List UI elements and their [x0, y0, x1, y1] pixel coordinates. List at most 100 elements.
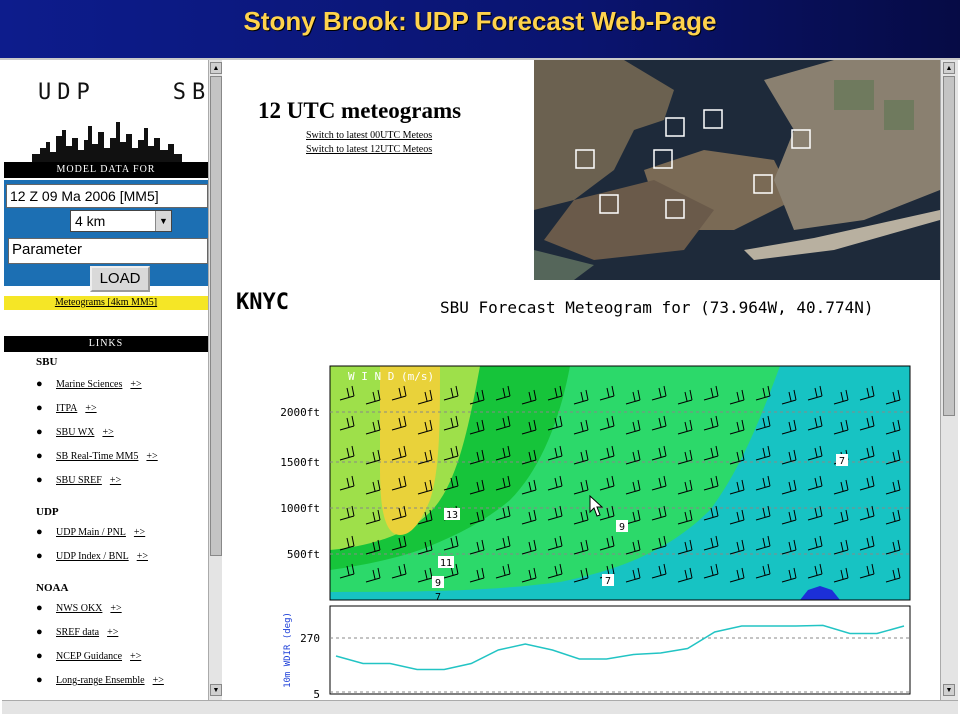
wind-barb	[677, 479, 693, 495]
wind-barb	[807, 563, 823, 579]
wind-barb	[443, 535, 459, 551]
wind-barb	[755, 563, 771, 579]
left-frame-hscrollbar[interactable]	[2, 700, 222, 714]
scroll-down-icon[interactable]: ▼	[210, 684, 222, 696]
wind-barb	[651, 415, 667, 431]
wind-barb	[391, 505, 407, 521]
wind-barb	[469, 509, 485, 525]
wind-barb	[833, 389, 849, 405]
wind-barb	[625, 389, 641, 405]
wind-barb	[625, 479, 641, 495]
scroll-up-icon[interactable]: ▲	[943, 62, 955, 74]
link-sbu-sref[interactable]: ● SBU SREF +>	[36, 474, 122, 486]
link-ncep-guidance[interactable]: ● NCEP Guidance +>	[36, 650, 142, 662]
wind-barb	[495, 563, 511, 579]
link-udp-main[interactable]: ● UDP Main / PNL +>	[36, 526, 146, 538]
wind-barb	[625, 449, 641, 465]
slide-title: Stony Brook: UDP Forecast Web-Page	[243, 6, 717, 36]
wind-barb	[677, 389, 693, 405]
wind-barb	[885, 449, 901, 465]
wind-barb	[885, 479, 901, 495]
wind-barb	[807, 415, 823, 431]
wind-barb	[625, 509, 641, 525]
wind-barb	[391, 445, 407, 461]
wind-barb	[573, 509, 589, 525]
wind-barb	[365, 509, 381, 525]
wind-barb	[443, 475, 459, 491]
wind-barb	[443, 445, 459, 461]
wind-barb	[573, 539, 589, 555]
link-itpa[interactable]: ● ITPA +>	[36, 402, 97, 414]
y-tick-1000ft: 1000ft	[280, 502, 320, 515]
wind-barb	[547, 445, 563, 461]
scroll-down-icon[interactable]: ▼	[943, 684, 955, 696]
switch-00utc-link[interactable]: Switch to latest 00UTC Meteos	[306, 130, 433, 141]
meteograms-link[interactable]: Meteograms [4km MM5]	[4, 296, 208, 310]
wind-barb	[677, 509, 693, 525]
wind-barb	[651, 445, 667, 461]
wind-barb	[781, 567, 797, 583]
wind-barb	[833, 419, 849, 435]
wind-barb	[495, 535, 511, 551]
wind-barb	[365, 449, 381, 465]
load-button[interactable]: LOAD	[90, 266, 150, 292]
wind-barb	[599, 445, 615, 461]
wind-barb	[573, 389, 589, 405]
resolution-select[interactable]: 4 km ▼	[70, 210, 172, 232]
model-run-field[interactable]: 12 Z 09 Ma 2006 [MM5]	[6, 184, 208, 208]
wind-barb	[417, 509, 433, 525]
chevron-down-icon[interactable]: ▼	[155, 211, 171, 231]
wind-barb	[573, 479, 589, 495]
wind-barb	[677, 449, 693, 465]
wdir-tick-5: 5	[313, 688, 320, 700]
wind-barb	[339, 475, 355, 491]
wind-barb	[495, 505, 511, 521]
wind-barb	[469, 419, 485, 435]
wind-barb	[547, 475, 563, 491]
wind-barb	[521, 509, 537, 525]
satellite-map[interactable]	[534, 60, 940, 280]
switch-12utc-link[interactable]: Switch to latest 12UTC Meteos	[306, 144, 433, 155]
wind-barb	[703, 505, 719, 521]
link-nws-okx[interactable]: ● NWS OKX +>	[36, 602, 122, 614]
wind-barb	[547, 505, 563, 521]
wind-barb	[703, 535, 719, 551]
link-sb-realtime-mm5[interactable]: ● SB Real-Time MM5 +>	[36, 450, 158, 462]
main-frame-hscrollbar[interactable]	[222, 700, 958, 714]
wind-barb	[521, 449, 537, 465]
wind-barb	[859, 385, 875, 401]
left-frame-scrollbar[interactable]: ▲ ▼	[208, 60, 222, 700]
wind-barb	[339, 385, 355, 401]
scroll-up-icon[interactable]: ▲	[210, 62, 222, 74]
link-sref-data[interactable]: ● SREF data +>	[36, 626, 119, 638]
link-sbu-wx[interactable]: ● SBU WX +>	[36, 426, 114, 438]
section-sbu: SBU	[36, 356, 58, 368]
scroll-thumb[interactable]	[943, 76, 955, 416]
link-long-range-ensemble[interactable]: ● Long-range Ensemble +>	[36, 674, 164, 686]
scroll-thumb[interactable]	[210, 76, 222, 556]
model-data-header: MODEL DATA FOR	[4, 162, 208, 178]
section-udp: UDP	[36, 506, 59, 518]
wind-barb	[521, 479, 537, 495]
wind-barb	[547, 415, 563, 431]
wind-barb	[599, 505, 615, 521]
left-nav-frame: UDP SBU MODEL DATA FOR 12 Z 09 Ma 2006 […	[2, 60, 208, 700]
parameter-select[interactable]: Parameter	[8, 238, 208, 264]
wind-barb	[729, 509, 745, 525]
wind-barb	[781, 389, 797, 405]
wind-barb	[495, 415, 511, 431]
link-marine-sciences[interactable]: ● Marine Sciences +>	[36, 378, 142, 390]
wind-barb	[391, 563, 407, 579]
mouse-cursor-icon	[589, 494, 604, 517]
link-udp-index[interactable]: ● UDP Index / BNL +>	[36, 550, 148, 562]
wind-barb	[729, 539, 745, 555]
wind-barb	[781, 539, 797, 555]
wind-barb	[339, 505, 355, 521]
wind-barb	[729, 449, 745, 465]
wdir-series-line	[335, 624, 905, 671]
wind-barb	[729, 567, 745, 583]
wind-barb	[521, 389, 537, 405]
main-frame-scrollbar[interactable]: ▲ ▼	[940, 60, 958, 700]
wind-barb	[885, 389, 901, 405]
wind-barb	[859, 505, 875, 521]
